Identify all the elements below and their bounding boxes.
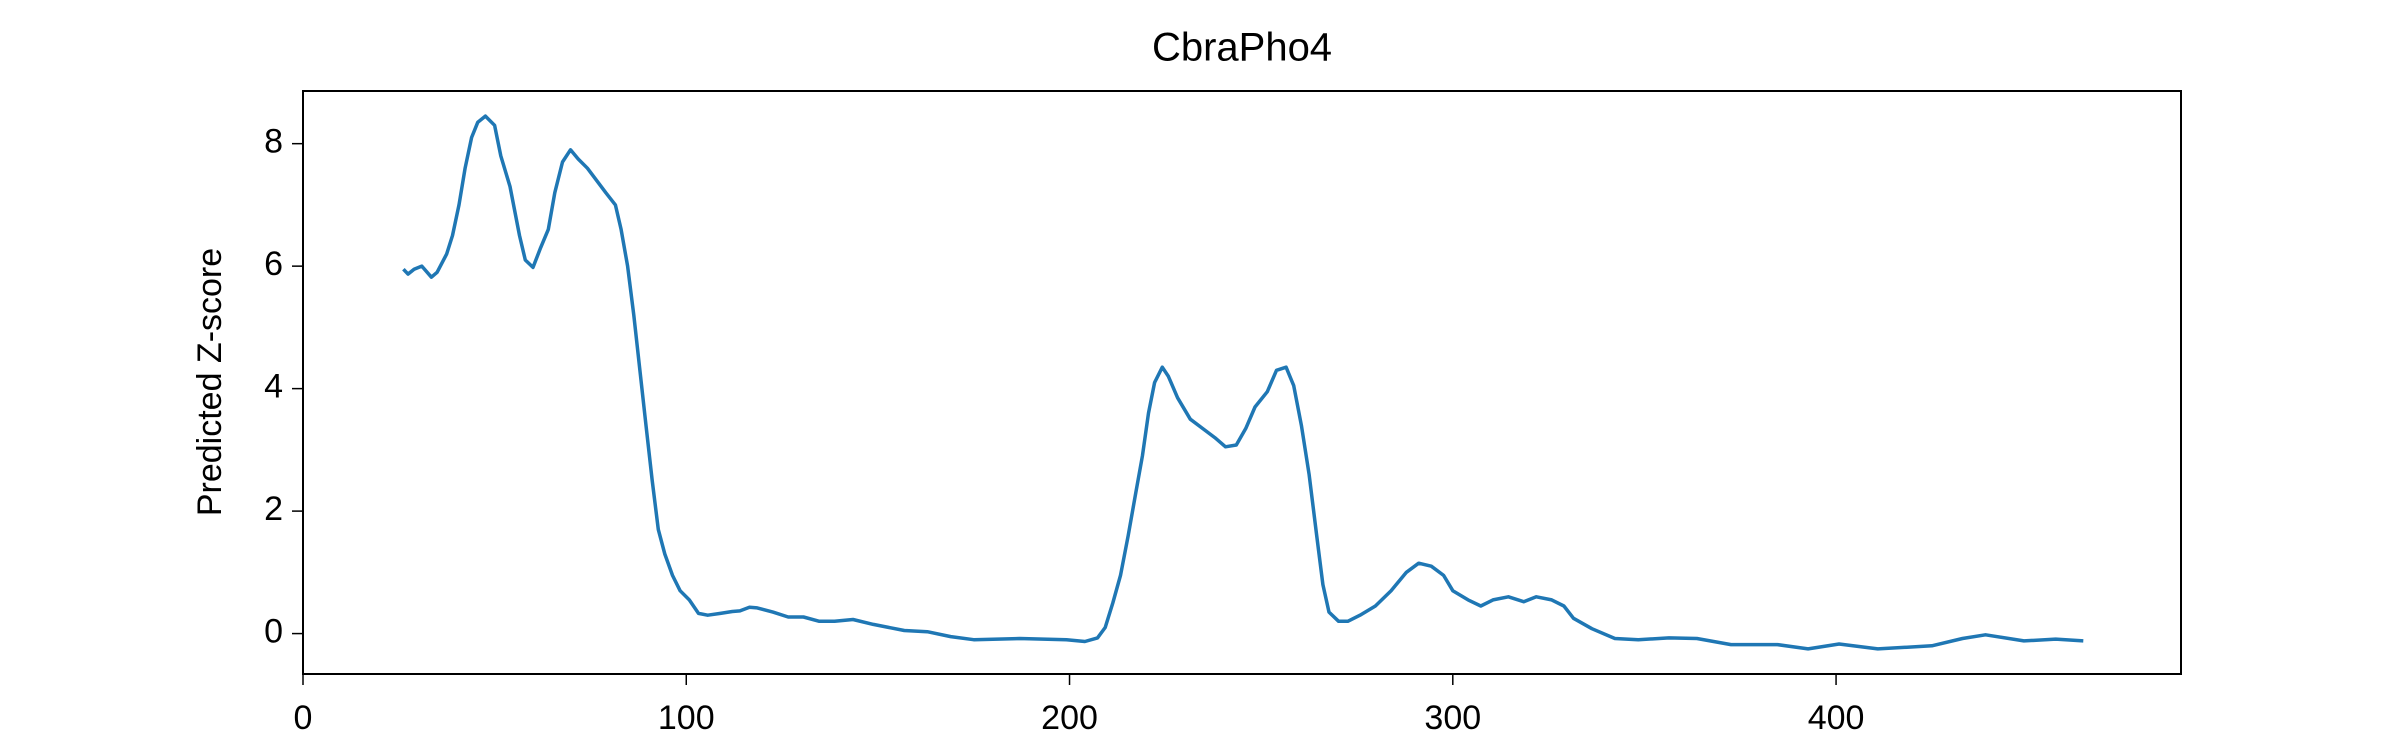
plot-frame: [302, 90, 2182, 675]
y-tick-label: 2: [264, 490, 283, 528]
x-tick-label: 300: [1424, 699, 1481, 737]
x-tick-label: 200: [1041, 699, 1098, 737]
y-tick-label: 0: [264, 613, 283, 651]
x-tick-label: 100: [658, 699, 715, 737]
chart-title: CbraPho4: [1152, 26, 1332, 70]
y-tick-label: 6: [264, 245, 283, 283]
y-axis-label: Predicted Z-score: [191, 248, 229, 516]
data-line: [402, 114, 2084, 651]
y-tick-label: 8: [264, 123, 283, 161]
x-tick-label: 0: [294, 699, 313, 737]
y-tick-label: 4: [264, 368, 283, 406]
x-tick-label: 400: [1808, 699, 1865, 737]
